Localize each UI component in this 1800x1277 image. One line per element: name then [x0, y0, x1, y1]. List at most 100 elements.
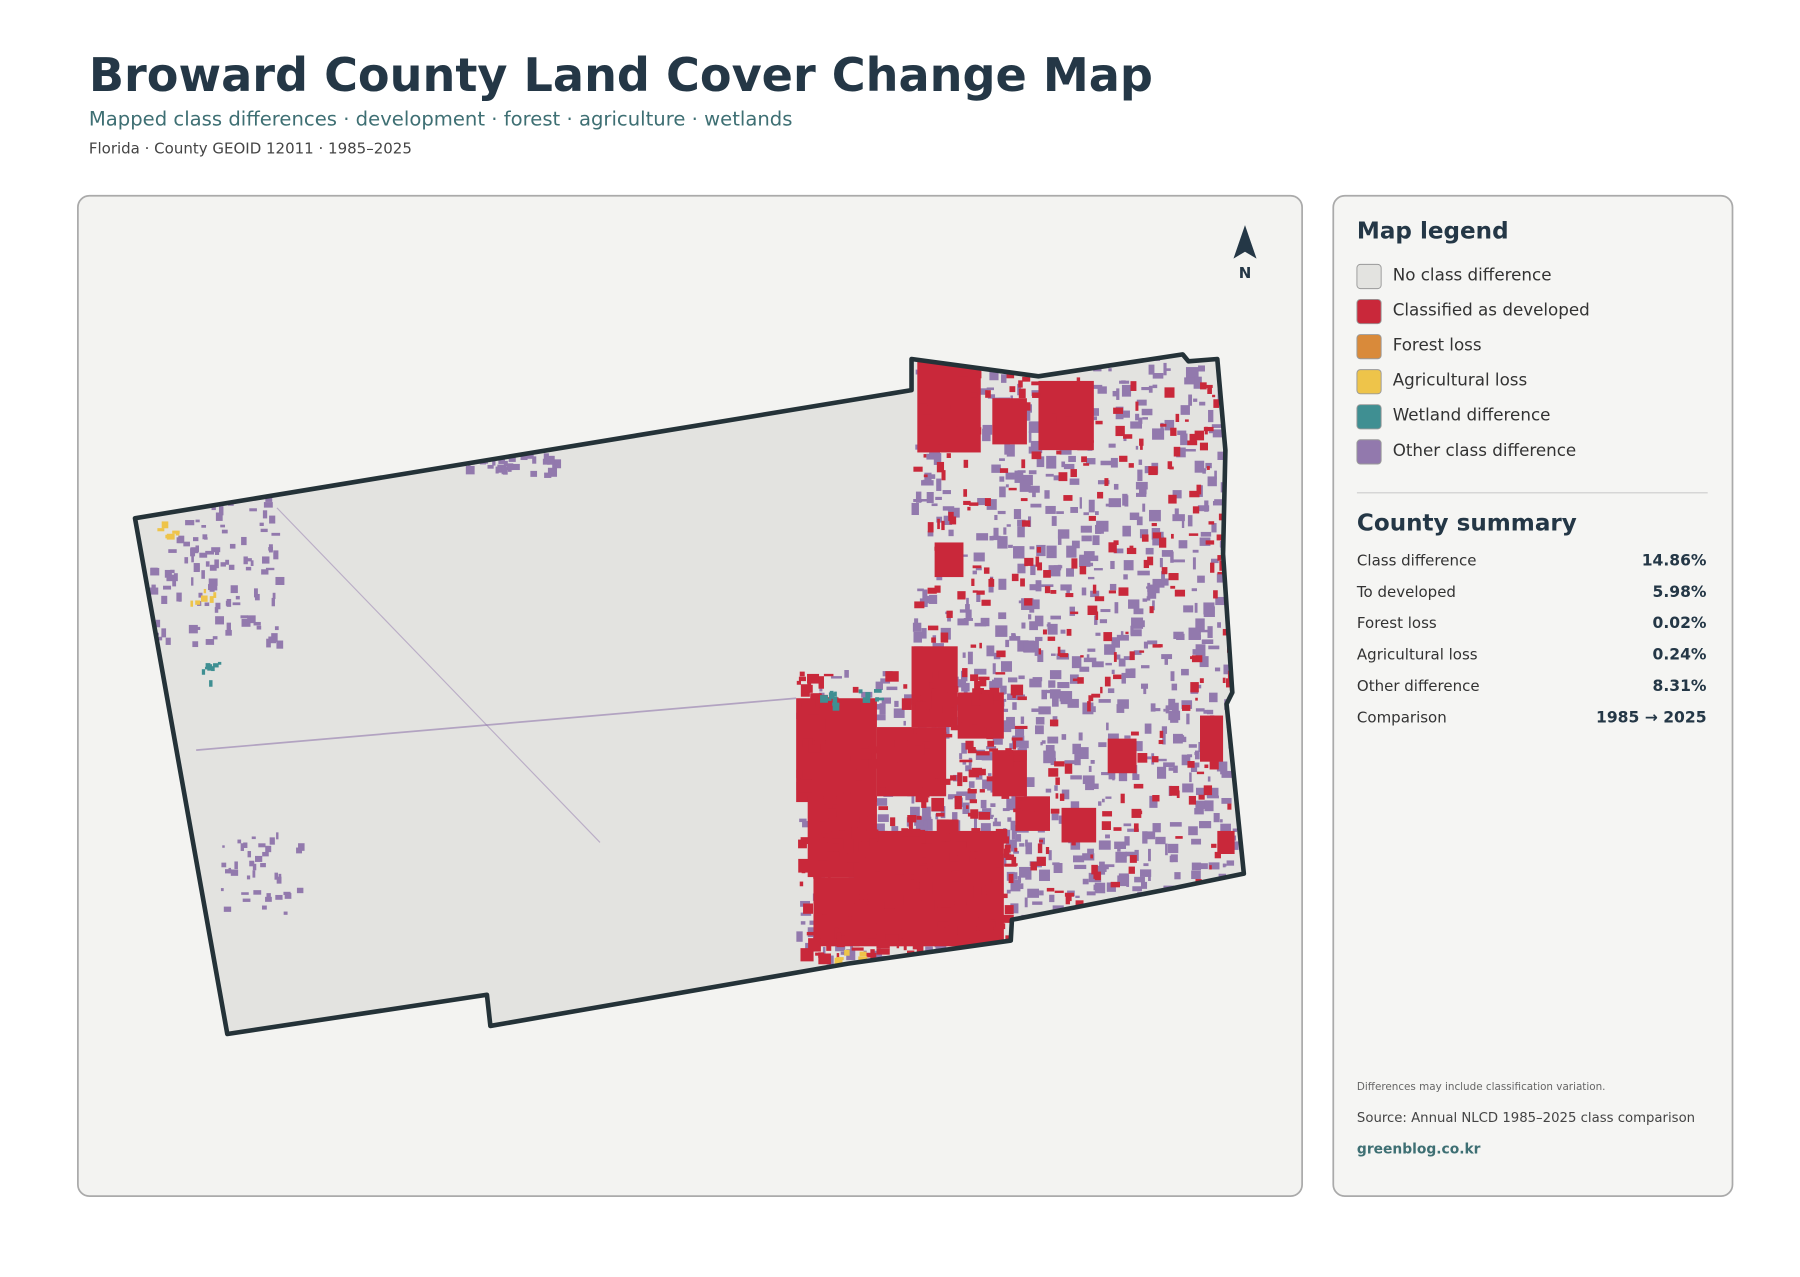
change-patch — [818, 953, 831, 965]
change-patch — [813, 734, 827, 741]
change-patch — [205, 639, 215, 645]
change-patch — [1087, 605, 1098, 616]
change-patch — [249, 860, 255, 867]
change-patch — [1090, 854, 1094, 859]
change-patch — [807, 673, 820, 684]
change-patch — [824, 833, 828, 843]
change-patch — [157, 528, 165, 532]
change-patch — [1116, 704, 1125, 713]
change-patch — [1013, 825, 1017, 835]
change-patch — [1173, 446, 1181, 457]
change-patch — [986, 727, 994, 740]
change-patch — [1185, 367, 1199, 379]
legend-items: No class difference Classified as develop… — [1356, 263, 1590, 465]
change-patch — [185, 520, 195, 526]
change-patch — [1127, 828, 1139, 832]
change-patch — [838, 899, 852, 903]
change-patch — [922, 743, 925, 755]
change-patch — [1164, 658, 1168, 665]
change-patch — [268, 547, 273, 551]
change-patch — [800, 912, 812, 916]
change-patch — [284, 893, 292, 899]
change-patch — [1199, 401, 1206, 406]
change-patch — [1190, 766, 1198, 773]
change-patch — [1135, 481, 1148, 490]
change-patch — [1211, 424, 1223, 428]
change-patch — [215, 616, 225, 625]
change-patch — [1099, 619, 1108, 624]
change-patch — [917, 588, 924, 592]
road — [276, 507, 601, 843]
change-patch — [1129, 545, 1134, 549]
change-patch — [1005, 854, 1015, 861]
change-patch — [973, 552, 985, 562]
change-patch — [1181, 668, 1189, 676]
change-patch — [1128, 463, 1134, 468]
change-patch — [208, 578, 218, 586]
change-patch — [844, 949, 850, 956]
change-patch — [1069, 606, 1075, 616]
change-patch — [1037, 843, 1043, 854]
change-patch — [1020, 883, 1024, 890]
change-patch — [1047, 736, 1059, 744]
change-patch — [808, 938, 821, 952]
change-patch — [1093, 368, 1102, 372]
change-patch — [1047, 623, 1058, 635]
change-patch — [1028, 614, 1032, 620]
change-patch — [1143, 863, 1149, 867]
change-patch — [922, 778, 936, 791]
change-patch — [260, 528, 268, 533]
change-patch — [1049, 689, 1061, 699]
change-patch — [869, 838, 878, 847]
change-patch — [1115, 425, 1125, 437]
change-patch — [1069, 478, 1080, 485]
change-patch — [999, 458, 1005, 461]
change-patch — [495, 466, 499, 474]
change-patch — [1214, 667, 1221, 672]
change-patch — [1041, 740, 1046, 744]
change-patch — [890, 817, 896, 827]
change-patch — [925, 418, 933, 426]
change-patch — [955, 934, 967, 940]
legend-label: Other class difference — [1393, 440, 1577, 460]
change-patch — [832, 696, 838, 704]
change-patch — [1029, 678, 1042, 688]
change-patch — [921, 900, 935, 911]
change-patch — [198, 592, 203, 598]
change-patch — [996, 650, 1006, 658]
change-patch — [913, 908, 918, 913]
change-patch — [1046, 455, 1057, 469]
change-patch — [1141, 534, 1149, 542]
change-patch — [161, 521, 169, 529]
summary-label: Class difference — [1357, 551, 1477, 569]
change-patch — [1049, 551, 1054, 557]
change-patch — [1001, 685, 1006, 695]
change-patch — [1018, 380, 1023, 388]
change-patch — [1191, 870, 1201, 880]
change-patch — [799, 818, 807, 823]
change-patch — [507, 464, 512, 472]
change-patch — [1066, 628, 1072, 636]
change-patch — [1061, 461, 1066, 468]
legend-panel — [1332, 194, 1734, 1197]
change-patch — [943, 871, 958, 883]
change-patch — [1017, 696, 1027, 701]
change-patch — [1059, 793, 1065, 801]
change-patch — [1209, 760, 1219, 770]
change-patch — [932, 671, 939, 679]
change-patch — [260, 863, 266, 868]
change-patch — [1206, 709, 1214, 715]
change-patch — [1039, 890, 1044, 896]
change-patch — [893, 708, 905, 718]
change-patch — [972, 570, 977, 575]
change-patch — [204, 537, 208, 540]
change-patch — [931, 363, 941, 368]
change-patch — [240, 615, 248, 619]
change-patch — [941, 470, 946, 481]
change-patch — [870, 949, 875, 963]
change-patch — [218, 506, 224, 516]
change-patch — [172, 577, 177, 587]
change-patch — [951, 693, 958, 708]
change-patch — [1112, 768, 1115, 781]
change-patch — [1181, 515, 1185, 528]
